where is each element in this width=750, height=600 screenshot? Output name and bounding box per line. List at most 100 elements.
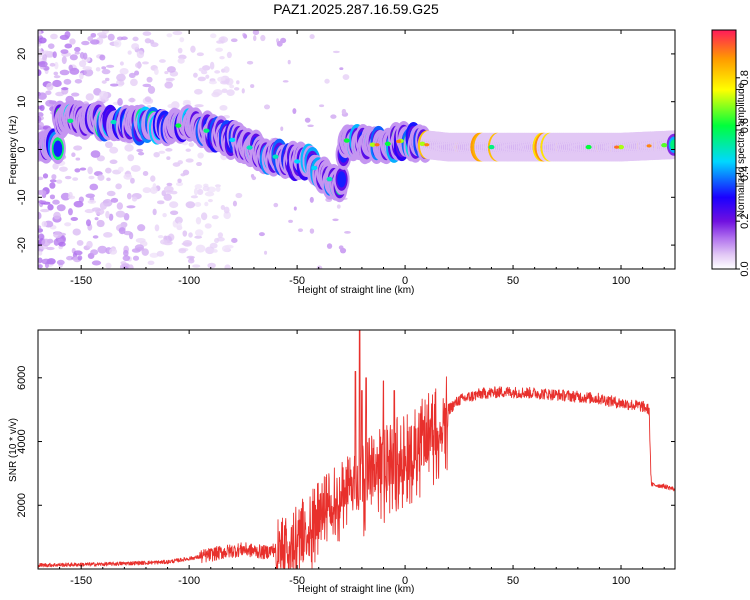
spectrogram-noise [194,235,203,239]
spectrogram-noise [185,148,191,152]
spectrogram-noise [316,265,323,269]
colorbar-label: Normalized spectral amplitude [736,82,747,217]
colorbar-tick-label: 0.0 [739,261,750,276]
spectrogram-noise [201,65,211,71]
spectrogram-noise [102,200,109,204]
spectrogram-noise [91,260,102,266]
spectrogram-noise [122,266,129,269]
spectrogram-noise [38,176,44,181]
spectrogram-noise [163,193,172,201]
spectrogram-noise [96,219,105,228]
colorbar-tick-label: 0.8 [739,70,750,85]
spectrogram-noise [264,250,268,255]
spectrogram-noise [177,160,184,165]
spectrogram-noise [85,209,92,213]
spectrogram-noise [86,240,93,249]
spectrogram-noise [73,250,83,256]
spectrogram-noise [165,77,175,81]
spectrogram-noise [52,199,60,205]
spectrogram-noise [170,190,178,195]
spectrogram-noise [59,69,70,76]
spectrogram-noise [226,89,235,96]
spectrogram-noise [192,264,201,268]
spectrogram-noise [105,262,112,269]
spectrogram-noise [141,248,149,256]
spectrogram-noise [336,204,341,209]
colorbar-gradient [711,29,737,270]
spectrogram-noise [223,66,230,73]
snr-xtick-label: -150 [70,575,92,587]
spectrogram-noise [101,80,107,84]
spectrogram-noise [330,114,337,119]
spectrogram-noise [68,208,73,216]
spectrogram-noise [64,31,71,39]
spectrogram-noise [119,68,129,75]
spectrogram-noise [110,197,119,203]
spectrogram-noise [109,83,119,87]
spectrogram-noise [64,175,72,180]
spectrogram-noise [142,83,152,88]
spectrogram-noise [74,51,80,55]
spectrogram-hotspot [419,141,426,146]
spectrogram-noise [83,68,94,77]
snr-panel: -150 -100 -50 0 50 100 2000 4000 6000 Height of … [8,329,676,595]
spectrogram-noise [61,56,67,65]
spectrogram-xtick-label: 100 [612,275,630,287]
spectrogram-noise [136,148,144,153]
spectrogram-hotspot [175,123,182,128]
spectrogram-noise [220,80,230,85]
spectrogram-noise [169,210,179,216]
spectrogram-noise [97,245,108,254]
spectrogram-noise [56,204,66,212]
spectrogram-hotspot [661,142,668,148]
spectrogram-noise [38,250,43,256]
figure-title: PAZ1.2025.287.16.59.G25 [273,1,439,17]
spectrogram-noise [106,64,115,68]
spectrogram-noise [152,183,157,191]
spectrogram-noise [69,54,78,61]
spectrogram-xtick-label: -100 [178,275,200,287]
spectrogram-noise [177,57,185,64]
spectrogram-noise [166,182,173,187]
spectrogram-noise [41,50,51,55]
spectrogram-noise [226,51,232,59]
spectrogram-noise [252,30,260,36]
spectrogram-hotspot [618,144,625,150]
spectrogram-noise [233,87,240,91]
spectrogram-noise [197,76,206,82]
spectrogram-noise [326,243,333,249]
spectrogram-noise [38,189,47,196]
spectrogram-noise [95,67,101,72]
spectrogram-noise [124,144,134,152]
spectrogram-noise [64,222,72,227]
spectrogram-noise [38,225,42,229]
spectrogram-noise [205,74,210,79]
spectrogram-noise [194,184,203,190]
spectrogram-noise [45,99,55,107]
spectrogram-hotspot [369,142,376,147]
spectrogram-energy [38,30,675,269]
spectrogram-xlabel: Height of straight line (km) [298,285,415,296]
spectrogram-noise [177,47,183,54]
spectrogram-noise [197,188,204,195]
spectrogram-noise [41,258,51,265]
spectrogram-noise [97,174,105,181]
spectrogram-noise [169,201,179,209]
snr-ytick-label: 4000 [16,429,28,453]
spectrogram-hotspot [384,141,391,146]
spectrogram-noise [118,227,126,235]
spectrogram-noise [127,154,135,162]
spectrogram-hotspot [110,119,117,125]
colorbar-tick-label: 0.2 [739,214,750,229]
spectrogram-noise [205,246,215,255]
spectrogram-noise [59,166,68,172]
spectrogram-noise [126,192,132,200]
spectrogram-noise [130,177,135,184]
spectrogram-noise [99,90,109,99]
spectrogram-hotspot [585,144,592,150]
spectrogram-noise [134,244,144,251]
spectrogram-noise [46,246,55,251]
spectrogram-peak [424,143,430,147]
spectrogram-noise [216,40,224,44]
spectrogram-noise [51,174,57,180]
